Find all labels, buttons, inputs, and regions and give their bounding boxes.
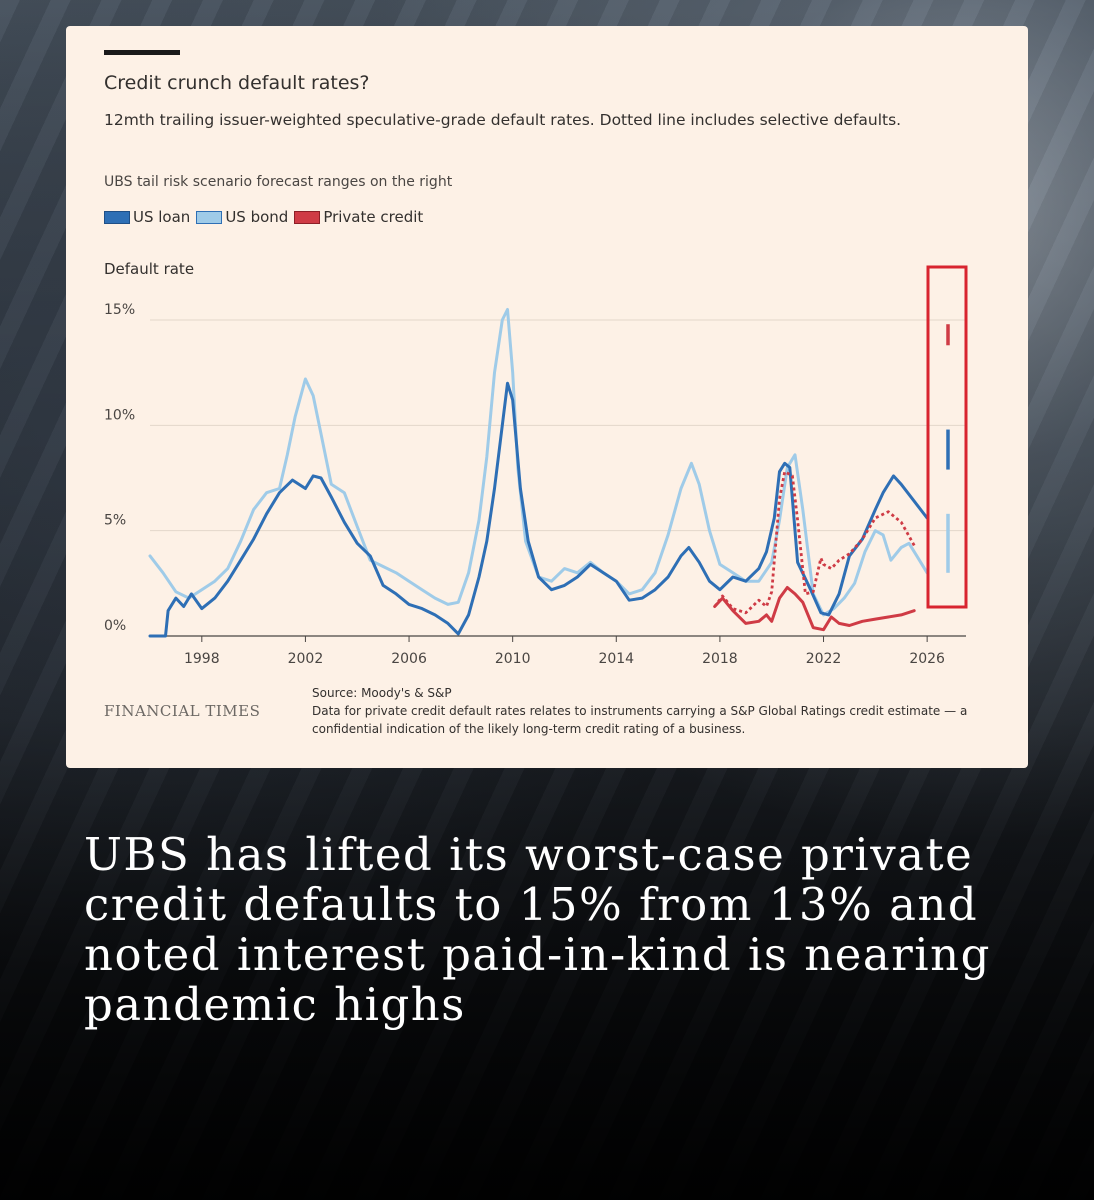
x-tick-label-0: 1998 bbox=[184, 651, 220, 667]
series-line-private-credit bbox=[713, 586, 916, 632]
legend-label-us-bond: US bond bbox=[225, 208, 289, 226]
legend-item-private-credit: Private credit bbox=[294, 208, 423, 226]
default-rate-chart: 0% 5% 10% 15% 1998 2002 2006 2010 2014 2018 2022 20… bbox=[104, 265, 968, 667]
chart-card: Credit crunch default rates? 12mth trail… bbox=[66, 26, 1028, 768]
ft-logo: FINANCIAL TIMES bbox=[104, 702, 261, 720]
legend-swatch-us-loan bbox=[104, 210, 130, 224]
legend-label-us-loan: US loan bbox=[133, 208, 191, 226]
legend-swatch-private-credit bbox=[294, 210, 321, 224]
x-tick-label-5: 2018 bbox=[702, 651, 738, 667]
headline: UBS has lifted its worst-case private cr… bbox=[84, 828, 991, 1031]
y-tick-label-3: 15% bbox=[104, 302, 135, 318]
source-note: Data for private credit default rates re… bbox=[312, 704, 968, 736]
series-line-us-bond bbox=[148, 308, 929, 617]
x-tick-label-3: 2010 bbox=[495, 651, 531, 667]
source-line: Source: Moody's & S&P bbox=[312, 686, 452, 700]
y-tick-label-0: 0% bbox=[104, 618, 126, 634]
legend-item-us-loan: US loan bbox=[104, 208, 190, 226]
x-tick-label-4: 2014 bbox=[598, 651, 634, 667]
chart-title: Credit crunch default rates? bbox=[104, 72, 370, 94]
series-line-private-credit-selective bbox=[713, 470, 916, 615]
legend-item-us-bond: US bond bbox=[196, 208, 288, 226]
chart-legend: US loan US bond Private credit bbox=[104, 208, 423, 226]
y-tick-label-1: 5% bbox=[104, 513, 126, 529]
x-tick-label-6: 2022 bbox=[806, 651, 842, 667]
y-tick-label-2: 10% bbox=[104, 407, 135, 423]
ft-accent-bar bbox=[104, 50, 180, 55]
x-tick-label-1: 2002 bbox=[288, 651, 324, 667]
chart-note: UBS tail risk scenario forecast ranges o… bbox=[104, 174, 453, 190]
series-line-us-loan bbox=[148, 381, 929, 638]
forecast-highlight-box bbox=[926, 265, 968, 609]
legend-swatch-us-bond bbox=[196, 210, 223, 224]
legend-label-private-credit: Private credit bbox=[323, 208, 424, 226]
chart-subtitle: 12mth trailing issuer-weighted speculati… bbox=[104, 111, 902, 129]
x-tick-label-2: 2006 bbox=[391, 651, 427, 667]
chart-source: Source: Moody's & S&P Data for private c… bbox=[312, 684, 992, 738]
x-tick-label-7: 2026 bbox=[909, 651, 945, 667]
y-axis-label: Default rate bbox=[104, 260, 195, 278]
